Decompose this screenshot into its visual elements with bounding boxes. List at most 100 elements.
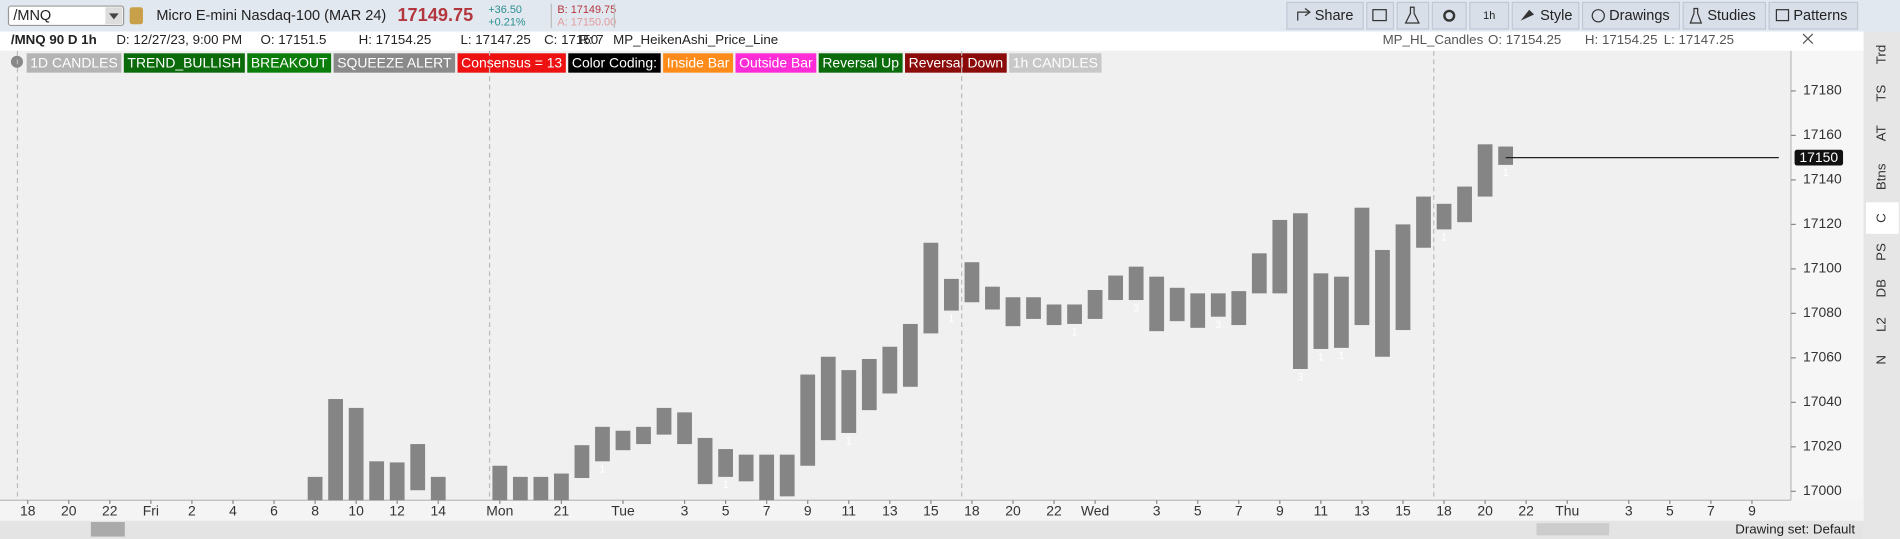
x-tick-label: 20	[1477, 502, 1493, 518]
range-bar	[1231, 291, 1247, 326]
flask-button[interactable]	[1396, 1, 1430, 30]
sidebar-tab[interactable]: Trd	[1873, 45, 1888, 64]
bar-open: O: 17151.5	[261, 32, 327, 47]
link-icon[interactable]	[129, 7, 143, 25]
scroll-thumb[interactable]	[1536, 523, 1610, 536]
x-tick-label: 13	[1354, 502, 1370, 518]
range-bar	[636, 426, 651, 445]
style-button[interactable]	[1511, 1, 1580, 30]
sidebar-tab[interactable]: PS	[1873, 243, 1888, 261]
range-bar	[738, 454, 754, 482]
range-bar	[1416, 196, 1431, 248]
x-tick-label: 5	[1194, 502, 1202, 518]
detach-button[interactable]	[1366, 1, 1395, 30]
range-bar	[1005, 297, 1021, 327]
range-bar	[718, 449, 734, 477]
patterns-button[interactable]	[1768, 1, 1859, 30]
x-tick-label: 13	[882, 502, 898, 518]
x-tick-label: 12	[389, 502, 405, 518]
header-row-bg	[0, 31, 1864, 51]
badge-label: Color Coding:	[572, 54, 657, 70]
range-bar	[1087, 290, 1103, 319]
range-bar	[1498, 146, 1514, 165]
sidebar-tab[interactable]: AT	[1873, 125, 1888, 141]
badge-label: Reversal Down	[909, 54, 1003, 70]
signal-label: 1	[1072, 326, 1078, 338]
plot-bg	[0, 50, 1791, 501]
badge-label: TREND_BULLISH	[127, 54, 241, 70]
settings-button[interactable]	[1431, 1, 1467, 30]
share-button[interactable]	[1286, 1, 1364, 30]
signal-label: 1	[723, 479, 729, 491]
x-tick-label: 11	[1314, 502, 1329, 518]
studies-button[interactable]	[1682, 1, 1767, 30]
range-bar	[1128, 266, 1144, 301]
signal-label: 1	[948, 313, 954, 325]
status-bar-bg	[0, 520, 1864, 539]
study-low: L: 17147.25	[1664, 32, 1734, 47]
badge-label: Inside Bar	[667, 54, 730, 70]
range-bar	[1149, 276, 1165, 332]
gear-icon	[1443, 9, 1456, 22]
button-label: Studies	[1707, 8, 1755, 24]
sidebar-tab[interactable]: DB	[1873, 279, 1888, 298]
signal-label: 3	[1133, 302, 1139, 314]
collapse-icon[interactable]	[1802, 33, 1814, 45]
price-axis-bg	[1790, 50, 1864, 501]
drawings-button[interactable]	[1581, 1, 1681, 30]
range-bar	[759, 454, 775, 501]
button-label: Patterns	[1793, 8, 1847, 24]
badge-label: Consensus = 13	[461, 54, 562, 70]
range-bar	[410, 444, 426, 491]
x-tick-label: 14	[430, 502, 446, 518]
study-open: O: 17154.25	[1488, 32, 1561, 47]
y-tick-label: 17000	[1803, 482, 1842, 498]
range-bar	[861, 358, 877, 411]
last-price: 17149.75	[397, 5, 473, 25]
timeframe-button[interactable]	[1469, 1, 1510, 30]
x-tick-label: 21	[554, 502, 570, 518]
range-bar	[820, 356, 836, 441]
range-bar	[1046, 304, 1062, 326]
badge	[123, 53, 245, 73]
signal-label: 1	[1503, 167, 1509, 179]
sidebar-tab[interactable]: C	[1873, 213, 1888, 223]
tab-selected	[1866, 202, 1899, 234]
patterns-icon	[1775, 9, 1790, 22]
x-tick-label: 7	[1707, 502, 1715, 518]
badge-label: 1h CANDLES	[1013, 54, 1098, 70]
study-name: MP_HL_Candles	[1383, 32, 1484, 47]
sidebar-tab[interactable]: Btns	[1873, 163, 1888, 190]
range-bar	[1292, 213, 1308, 369]
sidebar-tab[interactable]: L2	[1873, 317, 1888, 332]
x-tick-label: 7	[763, 502, 771, 518]
symbol-input[interactable]	[7, 5, 125, 27]
studies-icon	[1689, 7, 1703, 24]
sidebar-tab[interactable]: N	[1873, 355, 1888, 365]
range-bar	[882, 346, 898, 394]
range-bar	[348, 407, 364, 501]
range-bar	[595, 426, 610, 462]
range-bar	[656, 407, 672, 435]
range-bar	[1457, 186, 1472, 223]
range-bar	[1375, 249, 1390, 357]
sidebar-tab[interactable]: TS	[1873, 85, 1888, 102]
badge-label: 1D CANDLES	[30, 54, 117, 70]
badge	[663, 53, 734, 73]
x-tick-label: 7	[1235, 502, 1243, 518]
signal-label: 1	[599, 464, 605, 476]
range-bar	[902, 323, 918, 387]
badge	[26, 53, 122, 73]
x-tick-label: Wed	[1081, 502, 1109, 518]
range-bar	[1251, 253, 1267, 294]
sidebar-bg	[1863, 31, 1900, 539]
button-label: Share	[1315, 8, 1354, 24]
scroll-button[interactable]	[90, 522, 125, 537]
range-bar	[779, 454, 795, 497]
study-name: MP_HeikenAshi_Price_Line	[613, 32, 778, 47]
range-bar	[1334, 276, 1349, 348]
bars: 1 1 1 1 1 3 3 3 1 1 1 1	[307, 144, 1514, 501]
range-bar	[389, 462, 405, 501]
range-bar	[944, 278, 959, 311]
range-bar	[492, 465, 508, 501]
